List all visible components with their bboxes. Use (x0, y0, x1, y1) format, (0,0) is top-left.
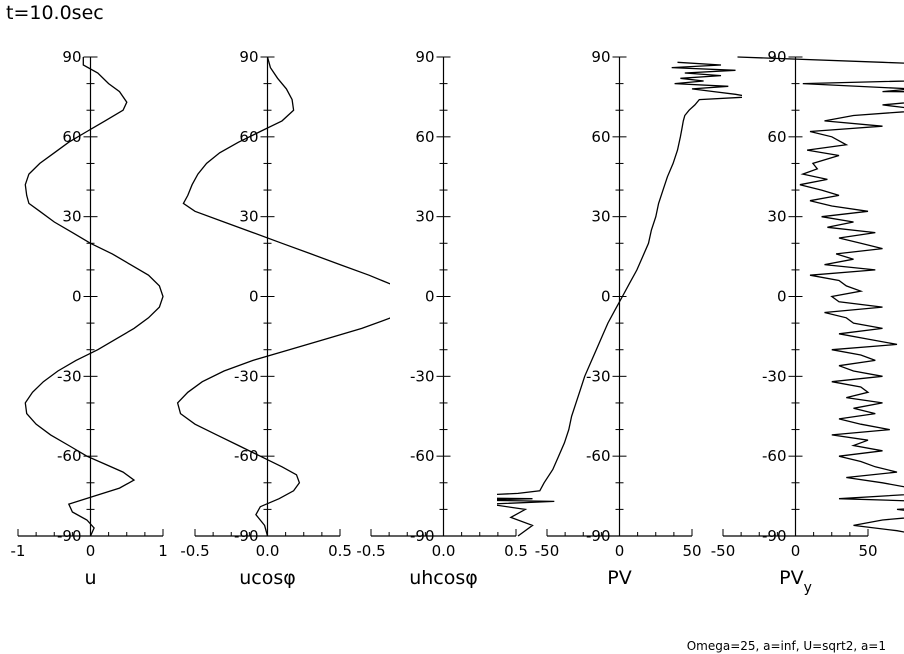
y-tick-label: -90 (57, 527, 82, 545)
y-tick-label: 60 (767, 128, 786, 146)
x-axis-label: ucosφ (239, 567, 296, 589)
series-line (176, 56, 390, 537)
x-tick-label: 0.5 (504, 542, 528, 560)
x-axis-label: uhcosφ (409, 567, 478, 589)
x-tick-label: -50 (711, 542, 736, 560)
x-tick-label: -50 (535, 542, 560, 560)
panel-3: 90 60 30 0 -30 -60 -90 -0.5 0.0 0.5 uhcosφ (356, 48, 528, 589)
footnote: Omega=25, a=inf, U=sqrt2, a=1 (687, 639, 886, 653)
y-tick-label: 90 (767, 48, 786, 66)
y-tick-label: -60 (57, 447, 82, 465)
y-tick-label: -90 (586, 527, 611, 545)
panels: 90 60 30 0 -30 -60 -90 -1 0 1 u 90 60 30 0 -30 -60 -90 -0.… (11, 48, 904, 596)
x-tick-label: 50 (682, 542, 701, 560)
y-tick-label: 60 (591, 128, 610, 146)
chart-title: t=10.0sec (6, 2, 104, 24)
x-tick-label: 0.0 (256, 542, 280, 560)
y-tick-label: 0 (601, 288, 611, 306)
y-tick-label: 90 (591, 48, 610, 66)
series-line (24, 57, 164, 537)
x-axis-label-subscript: y (804, 580, 812, 596)
x-tick-label: 50 (858, 542, 877, 560)
y-tick-label: -60 (762, 447, 787, 465)
panel-5: 90 60 30 0 -30 -60 -90 -50 0 50 PVy (711, 48, 904, 596)
y-tick-label: -30 (762, 367, 787, 385)
y-tick-label: -30 (586, 367, 611, 385)
y-tick-label: 30 (767, 208, 786, 226)
x-axis-label: u (84, 567, 96, 589)
y-tick-label: 30 (591, 208, 610, 226)
y-tick-label: 0 (777, 288, 787, 306)
y-tick-label: 30 (62, 208, 81, 226)
x-tick-label: 0 (791, 542, 801, 560)
y-tick-label: 60 (62, 128, 81, 146)
x-axis-label: PV (607, 567, 631, 589)
y-tick-label: -60 (586, 447, 611, 465)
x-axis-label: PVy (779, 567, 812, 596)
y-tick-label: -90 (410, 527, 435, 545)
y-tick-label: -90 (762, 527, 787, 545)
y-tick-label: 0 (72, 288, 82, 306)
y-tick-label: 60 (415, 128, 434, 146)
y-tick-label: 30 (239, 208, 258, 226)
y-tick-label: -30 (410, 367, 435, 385)
y-tick-label: 90 (62, 48, 81, 66)
x-tick-label: 0.0 (432, 542, 456, 560)
series-line (497, 61, 742, 537)
panel-4: 90 60 30 0 -30 -60 -90 -50 0 50 PV (497, 48, 742, 589)
y-tick-label: 90 (239, 48, 258, 66)
x-tick-label: 0 (615, 542, 625, 560)
x-tick-label: 0 (86, 542, 96, 560)
series-line (737, 56, 904, 533)
y-tick-label: 0 (425, 288, 435, 306)
y-tick-label: -90 (234, 527, 259, 545)
y-tick-label: 90 (415, 48, 434, 66)
y-tick-label: 0 (249, 288, 259, 306)
y-tick-label: -30 (234, 367, 259, 385)
x-tick-label: 0.5 (328, 542, 352, 560)
x-tick-label: -1 (11, 542, 26, 560)
x-tick-label: -0.5 (356, 542, 385, 560)
y-tick-label: 30 (415, 208, 434, 226)
y-tick-label: -30 (57, 367, 82, 385)
x-tick-label: -0.5 (180, 542, 209, 560)
x-tick-label: 1 (158, 542, 168, 560)
y-tick-label: -60 (410, 447, 435, 465)
panel-1: 90 60 30 0 -30 -60 -90 -1 0 1 u (11, 48, 168, 589)
